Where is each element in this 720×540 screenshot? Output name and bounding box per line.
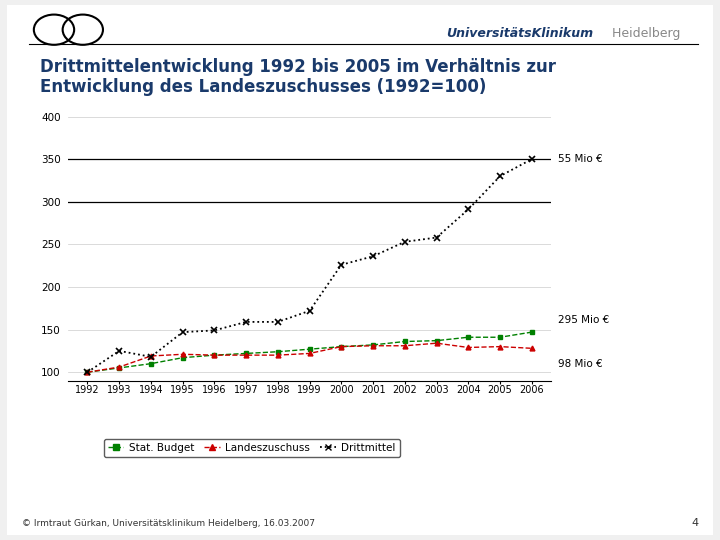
- Text: 55 Mio €: 55 Mio €: [558, 154, 603, 164]
- Text: 295 Mio €: 295 Mio €: [558, 315, 609, 325]
- Text: 4: 4: [691, 518, 698, 528]
- Text: UniversitätsKlinikum: UniversitätsKlinikum: [446, 27, 593, 40]
- Legend: Stat. Budget, Landeszuschuss, Drittmittel: Stat. Budget, Landeszuschuss, Drittmitte…: [104, 439, 400, 457]
- Text: Drittmittelentwicklung 1992 bis 2005 im Verhältnis zur: Drittmittelentwicklung 1992 bis 2005 im …: [40, 58, 556, 77]
- Text: 98 Mio €: 98 Mio €: [558, 360, 603, 369]
- Text: Entwicklung des Landeszuschusses (1992=100): Entwicklung des Landeszuschusses (1992=1…: [40, 78, 486, 97]
- Text: Heidelberg: Heidelberg: [608, 27, 681, 40]
- Text: © Irmtraut Gürkan, Universitätsklinikum Heidelberg, 16.03.2007: © Irmtraut Gürkan, Universitätsklinikum …: [22, 519, 315, 528]
